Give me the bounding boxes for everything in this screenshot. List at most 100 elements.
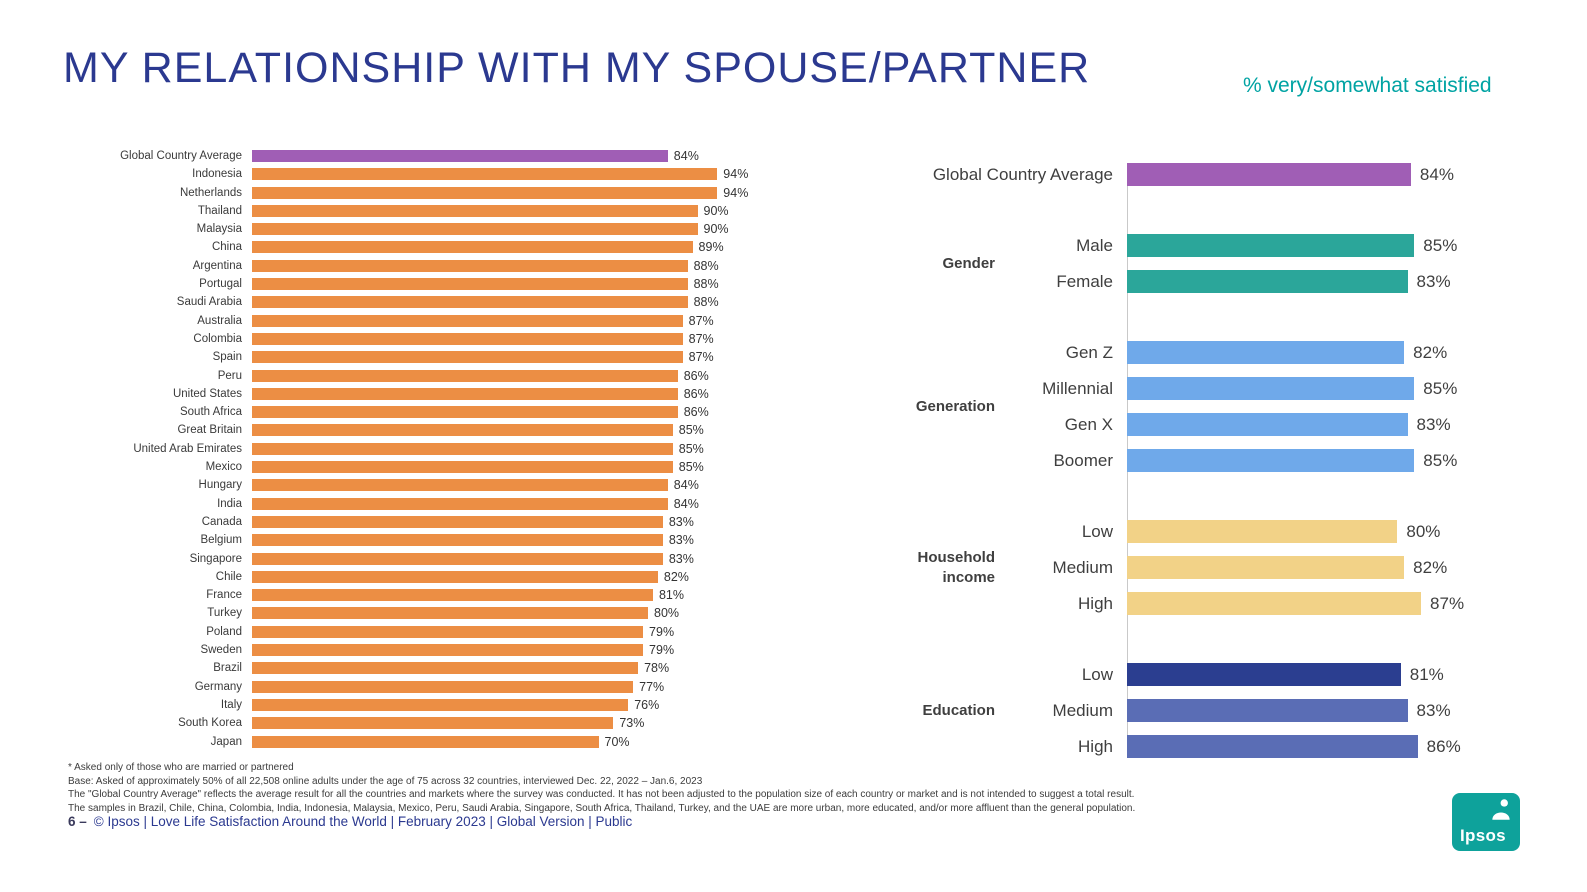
country-value: 83% bbox=[668, 533, 694, 548]
country-bar bbox=[252, 241, 693, 254]
country-row: United States 86% bbox=[65, 386, 748, 401]
footer-text: © Ipsos | Love Life Satisfaction Around … bbox=[93, 814, 633, 829]
country-value: 70% bbox=[604, 734, 630, 749]
footnote-line: Base: Asked of approximately 50% of all … bbox=[68, 775, 703, 787]
country-row: China 89% bbox=[65, 240, 748, 255]
country-label: Saudi Arabia bbox=[176, 296, 242, 309]
country-bar bbox=[252, 607, 648, 620]
country-row: Indonesia 94% bbox=[65, 167, 749, 182]
country-label: Netherlands bbox=[179, 186, 242, 199]
country-bar bbox=[252, 698, 629, 711]
country-row: Hungary 84% bbox=[65, 478, 748, 492]
demographic-bar-cell: 86% bbox=[1127, 735, 1507, 758]
country-value: 83% bbox=[668, 551, 694, 566]
demographic-value: 80% bbox=[1406, 521, 1441, 541]
country-value: 77% bbox=[639, 679, 665, 694]
country-label: United States bbox=[172, 387, 242, 400]
country-bar bbox=[252, 168, 718, 181]
country-bar bbox=[252, 314, 683, 327]
country-label: South Africa bbox=[179, 406, 242, 419]
demographic-label: Medium bbox=[1052, 557, 1113, 577]
country-row: Poland 79% bbox=[65, 625, 748, 639]
country-value: 90% bbox=[703, 222, 729, 237]
country-value: 88% bbox=[693, 295, 719, 310]
country-bar bbox=[252, 625, 644, 638]
country-label: Hungary bbox=[198, 479, 242, 492]
demographic-bar-cell: 81% bbox=[1127, 663, 1507, 686]
country-value: 87% bbox=[688, 313, 714, 328]
country-value: 94% bbox=[723, 167, 749, 182]
country-label: Portugal bbox=[199, 278, 242, 291]
country-row: Great Britain 85% bbox=[65, 423, 748, 438]
country-label: Poland bbox=[206, 625, 242, 638]
country-value: 82% bbox=[663, 569, 689, 584]
demographic-value: 85% bbox=[1423, 235, 1458, 255]
country-value: 90% bbox=[703, 203, 729, 218]
country-value: 83% bbox=[668, 514, 694, 529]
country-label: Argentina bbox=[192, 259, 242, 272]
group-label: Generation bbox=[915, 397, 995, 415]
demographic-label: Male bbox=[1076, 235, 1113, 255]
country-row: Netherlands 94% bbox=[65, 185, 749, 200]
country-row: Peru 86% bbox=[65, 369, 748, 383]
country-label: Germany bbox=[194, 680, 242, 693]
country-value: 76% bbox=[634, 697, 660, 712]
footnotes: * Asked only of those who are married or… bbox=[68, 761, 1135, 815]
country-bar bbox=[252, 186, 718, 199]
country-row: Australia 87% bbox=[65, 313, 748, 328]
country-row: Thailand 90% bbox=[65, 203, 748, 218]
demographic-group: Education Low 81% Medium 83% High 86% bbox=[867, 663, 1507, 758]
country-label: Spain bbox=[212, 351, 242, 364]
country-row: Global Country Average 84% bbox=[65, 149, 748, 163]
demographic-bar-cell: 83% bbox=[1127, 413, 1507, 436]
country-label: France bbox=[206, 589, 242, 602]
country-bar bbox=[252, 424, 673, 437]
demographic-bar bbox=[1127, 163, 1411, 186]
demographic-label: Medium bbox=[1052, 700, 1113, 720]
country-row: Singapore 83% bbox=[65, 551, 748, 566]
country-label: Canada bbox=[201, 515, 242, 528]
country-label: China bbox=[211, 241, 242, 254]
demographic-value: 83% bbox=[1416, 271, 1451, 291]
country-row: Turkey 80% bbox=[65, 606, 748, 620]
footnote-line: The "Global Country Average" reflects th… bbox=[68, 789, 1135, 800]
country-bar bbox=[252, 351, 683, 364]
country-value: 85% bbox=[678, 423, 704, 438]
country-value: 89% bbox=[698, 240, 724, 255]
footer: 6 – © Ipsos | Love Life Satisfaction Arou… bbox=[68, 814, 632, 829]
country-value: 78% bbox=[644, 661, 670, 676]
country-bar-chart: Global Country Average 84% Indonesia 94% Net… bbox=[65, 149, 749, 749]
country-label: Mexico bbox=[205, 461, 242, 474]
country-row: Sweden 79% bbox=[65, 643, 748, 657]
country-bar bbox=[252, 589, 653, 602]
demographic-label: Gen X bbox=[1064, 414, 1113, 434]
country-row: South Korea 73% bbox=[65, 716, 748, 730]
demographic-bar-cell: 87% bbox=[1127, 592, 1507, 615]
demographic-bar-cell: 83% bbox=[1127, 270, 1507, 293]
country-bar bbox=[252, 259, 688, 272]
country-row: Spain 87% bbox=[65, 350, 748, 364]
demographic-group: Generation Gen Z 82% Millennial 85% Gen X 83% B… bbox=[867, 341, 1507, 472]
country-value: 94% bbox=[723, 185, 749, 200]
demographic-bar-cell: 85% bbox=[1127, 234, 1507, 257]
demographic-bar-cell: 83% bbox=[1127, 699, 1507, 722]
demographic-label: Female bbox=[1056, 271, 1113, 291]
country-bar bbox=[252, 534, 663, 547]
demographic-bar bbox=[1127, 663, 1401, 686]
country-label: Global Country Average bbox=[120, 150, 242, 162]
country-row: Canada 83% bbox=[65, 514, 748, 529]
demographic-label: Low bbox=[1081, 521, 1113, 541]
country-value: 81% bbox=[658, 588, 684, 603]
country-bar bbox=[252, 223, 698, 236]
demographic-bar bbox=[1127, 735, 1418, 758]
country-value: 86% bbox=[683, 386, 709, 401]
country-label: Thailand bbox=[197, 204, 242, 217]
demographic-bar-cell: 84% bbox=[1127, 163, 1507, 186]
demographic-value: 86% bbox=[1426, 736, 1461, 756]
country-label: Belgium bbox=[200, 534, 242, 547]
country-row: Germany 77% bbox=[65, 679, 748, 694]
country-label: Japan bbox=[210, 735, 242, 748]
country-label: Great Britain bbox=[177, 424, 242, 437]
country-label: Indonesia bbox=[192, 168, 242, 181]
country-bar bbox=[252, 717, 614, 730]
